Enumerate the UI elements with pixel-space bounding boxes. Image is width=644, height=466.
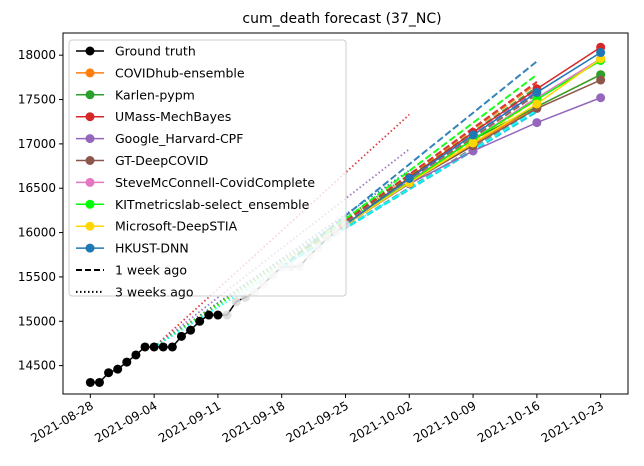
- x-tick-label-5: 2021-10-02: [347, 398, 414, 445]
- legend-entry-9: HKUST-DNN: [76, 241, 189, 256]
- legend-label-2: Karlen-pypm: [115, 87, 195, 102]
- legend-marker-4: [85, 134, 95, 144]
- ground-truth-point-8: [158, 342, 168, 352]
- y-axis: 14500 15000 15500 16000 16500 17000 17500 18000: [18, 48, 63, 373]
- legend-box: [68, 39, 347, 297]
- legend-label-7: KITmetricslab-select_ensemble: [115, 197, 310, 212]
- chart-title: cum_death forecast (37_NC): [242, 11, 441, 27]
- ground-truth-point-6: [140, 342, 150, 352]
- x-axis: 2021-08-282021-09-042021-09-112021-09-18…: [28, 394, 606, 445]
- series-point-7-4: [596, 54, 606, 64]
- legend-entry-0: Ground truth: [76, 44, 196, 59]
- x-tick-label-0: 2021-08-28: [28, 398, 95, 445]
- legend-marker-9: [85, 243, 95, 253]
- legend-entry-1: COVIDhub-ensemble: [76, 65, 245, 80]
- legend-marker-8: [85, 221, 95, 231]
- legend-label-8: Microsoft-DeepSTIA: [115, 219, 238, 234]
- ground-truth-point-10: [176, 331, 186, 341]
- y-tick-label-3: 16000: [18, 226, 56, 240]
- ground-truth-point-1: [94, 377, 104, 387]
- ground-truth-point-9: [167, 342, 177, 352]
- legend-marker-6: [85, 177, 95, 187]
- ground-truth-point-14: [213, 310, 223, 320]
- x-tick-label-2: 2021-09-11: [156, 398, 223, 445]
- legend-marker-1: [85, 68, 95, 78]
- legend-entry-7: KITmetricslab-select_ensemble: [76, 197, 310, 212]
- legend: Ground truth COVIDhub-ensemble Karlen-pypm…: [68, 39, 347, 299]
- y-tick-label-7: 18000: [18, 48, 56, 62]
- legend-entry-5: GT-DeepCOVID: [76, 153, 208, 168]
- ground-truth-point-4: [122, 357, 132, 367]
- series-point-4-4: [596, 75, 606, 85]
- ground-truth-point-16: [231, 297, 241, 307]
- ground-truth-point-2: [104, 368, 114, 378]
- x-tick-label-7: 2021-10-16: [475, 398, 542, 445]
- series-point-8-3: [532, 87, 542, 97]
- legend-label-10: 1 week ago: [115, 263, 187, 278]
- ground-truth-point-7: [149, 342, 159, 352]
- legend-entry-11: 3 weeks ago: [76, 284, 194, 299]
- ground-truth-point-5: [131, 350, 141, 360]
- ground-truth-point-0: [85, 377, 95, 387]
- series-point-3-4: [596, 93, 606, 103]
- y-tick-label-1: 15000: [18, 314, 56, 328]
- x-tick-label-1: 2021-09-04: [92, 398, 159, 445]
- x-tick-label-3: 2021-09-18: [220, 398, 287, 445]
- legend-marker-2: [85, 90, 95, 100]
- series-point-8-4: [596, 48, 606, 58]
- legend-marker-3: [85, 112, 95, 122]
- series-point-3-3: [532, 118, 542, 128]
- series-point-8-2: [468, 130, 478, 140]
- legend-entry-6: SteveMcConnell-CovidComplete: [76, 175, 315, 190]
- y-tick-label-6: 17500: [18, 93, 56, 107]
- x-tick-label-4: 2021-09-25: [284, 398, 351, 445]
- x-tick-label-8: 2021-10-23: [539, 398, 606, 445]
- series-point-7-2: [468, 138, 478, 148]
- ground-truth-point-13: [204, 310, 214, 320]
- legend-marker-5: [85, 156, 95, 165]
- legend-marker-7: [85, 199, 95, 209]
- legend-label-9: HKUST-DNN: [115, 241, 189, 256]
- legend-entry-10: 1 week ago: [76, 263, 187, 278]
- legend-label-5: GT-DeepCOVID: [115, 153, 208, 168]
- legend-entry-4: Google_Harvard-CPF: [76, 131, 243, 146]
- legend-label-11: 3 weeks ago: [115, 284, 194, 299]
- x-tick-label-6: 2021-10-09: [411, 398, 478, 445]
- ground-truth-point-3: [113, 364, 123, 374]
- ground-truth-point-15: [222, 310, 232, 320]
- legend-entry-2: Karlen-pypm: [76, 87, 195, 102]
- series-point-7-3: [532, 99, 542, 109]
- y-tick-label-5: 17000: [18, 137, 56, 151]
- y-tick-label-2: 15500: [18, 270, 56, 284]
- legend-label-0: Ground truth: [115, 44, 196, 59]
- series-point-8-1: [404, 173, 414, 183]
- legend-label-1: COVIDhub-ensemble: [115, 65, 245, 80]
- legend-label-6: SteveMcConnell-CovidComplete: [115, 175, 315, 190]
- ground-truth-point-11: [186, 325, 196, 335]
- y-tick-label-0: 14500: [18, 359, 56, 373]
- legend-label-4: Google_Harvard-CPF: [115, 131, 243, 146]
- y-tick-label-4: 16500: [18, 181, 56, 195]
- legend-marker-0: [85, 46, 95, 56]
- ground-truth-point-12: [195, 316, 205, 326]
- legend-label-3: UMass-MechBayes: [115, 109, 231, 124]
- legend-entry-3: UMass-MechBayes: [76, 109, 231, 124]
- legend-entry-8: Microsoft-DeepSTIA: [76, 219, 238, 234]
- series-line-3: [345, 97, 601, 226]
